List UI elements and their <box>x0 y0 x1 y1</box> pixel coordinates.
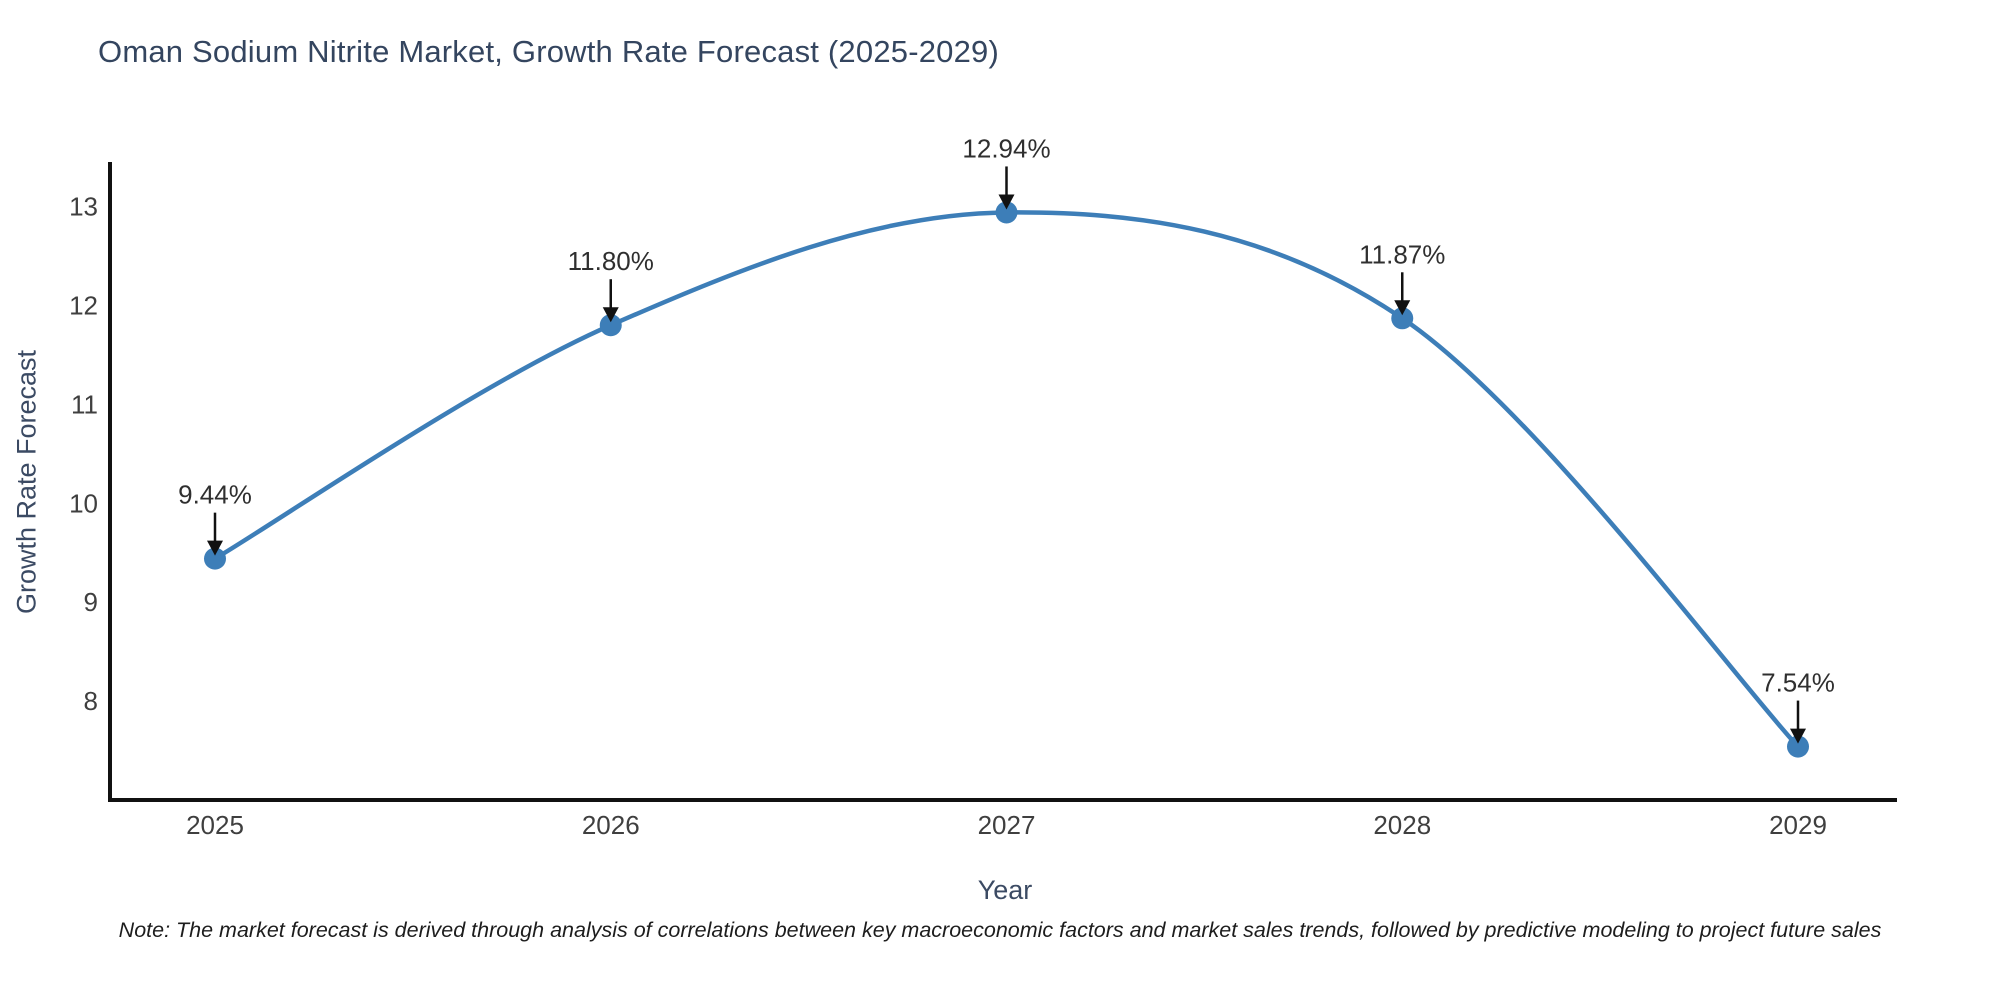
point-value-label: 7.54% <box>1761 668 1835 698</box>
data-point-marker <box>204 547 226 570</box>
y-tick-label: 13 <box>69 192 98 222</box>
annotation-arrow-head <box>998 194 1015 210</box>
x-tick-label: 2026 <box>582 810 640 840</box>
data-point-marker <box>1787 735 1809 758</box>
y-tick-label: 10 <box>69 488 98 518</box>
point-value-label: 11.87% <box>1359 239 1445 269</box>
y-tick-label: 8 <box>84 686 98 716</box>
y-tick-label: 12 <box>69 290 98 320</box>
data-point-marker <box>995 201 1018 224</box>
annotation-arrow-head <box>1394 300 1411 316</box>
x-tick-label: 2028 <box>1373 810 1431 840</box>
point-value-label: 11.80% <box>568 246 654 276</box>
data-point-marker <box>1391 307 1414 330</box>
y-axis-title: Growth Rate Forecast <box>11 349 42 615</box>
forecast-line <box>212 210 1801 749</box>
chart-title: Oman Sodium Nitrite Market, Growth Rate … <box>98 34 1000 69</box>
footnote: Note: The market forecast is derived thr… <box>118 918 1882 942</box>
data-point-marker <box>599 314 622 337</box>
point-value-label: 9.44% <box>178 480 252 510</box>
annotation-arrow-head <box>602 307 619 323</box>
x-axis-title: Year <box>977 875 1033 905</box>
annotation-arrow-head <box>207 540 223 556</box>
x-tick-label: 2029 <box>1769 810 1827 840</box>
y-tick-label: 11 <box>71 389 98 419</box>
y-tick-label: 9 <box>84 587 98 617</box>
x-tick-label: 2025 <box>186 810 244 840</box>
annotation-arrow-head <box>1790 728 1806 744</box>
point-value-label: 12.94% <box>962 133 1050 163</box>
x-tick-label: 2027 <box>978 810 1036 840</box>
